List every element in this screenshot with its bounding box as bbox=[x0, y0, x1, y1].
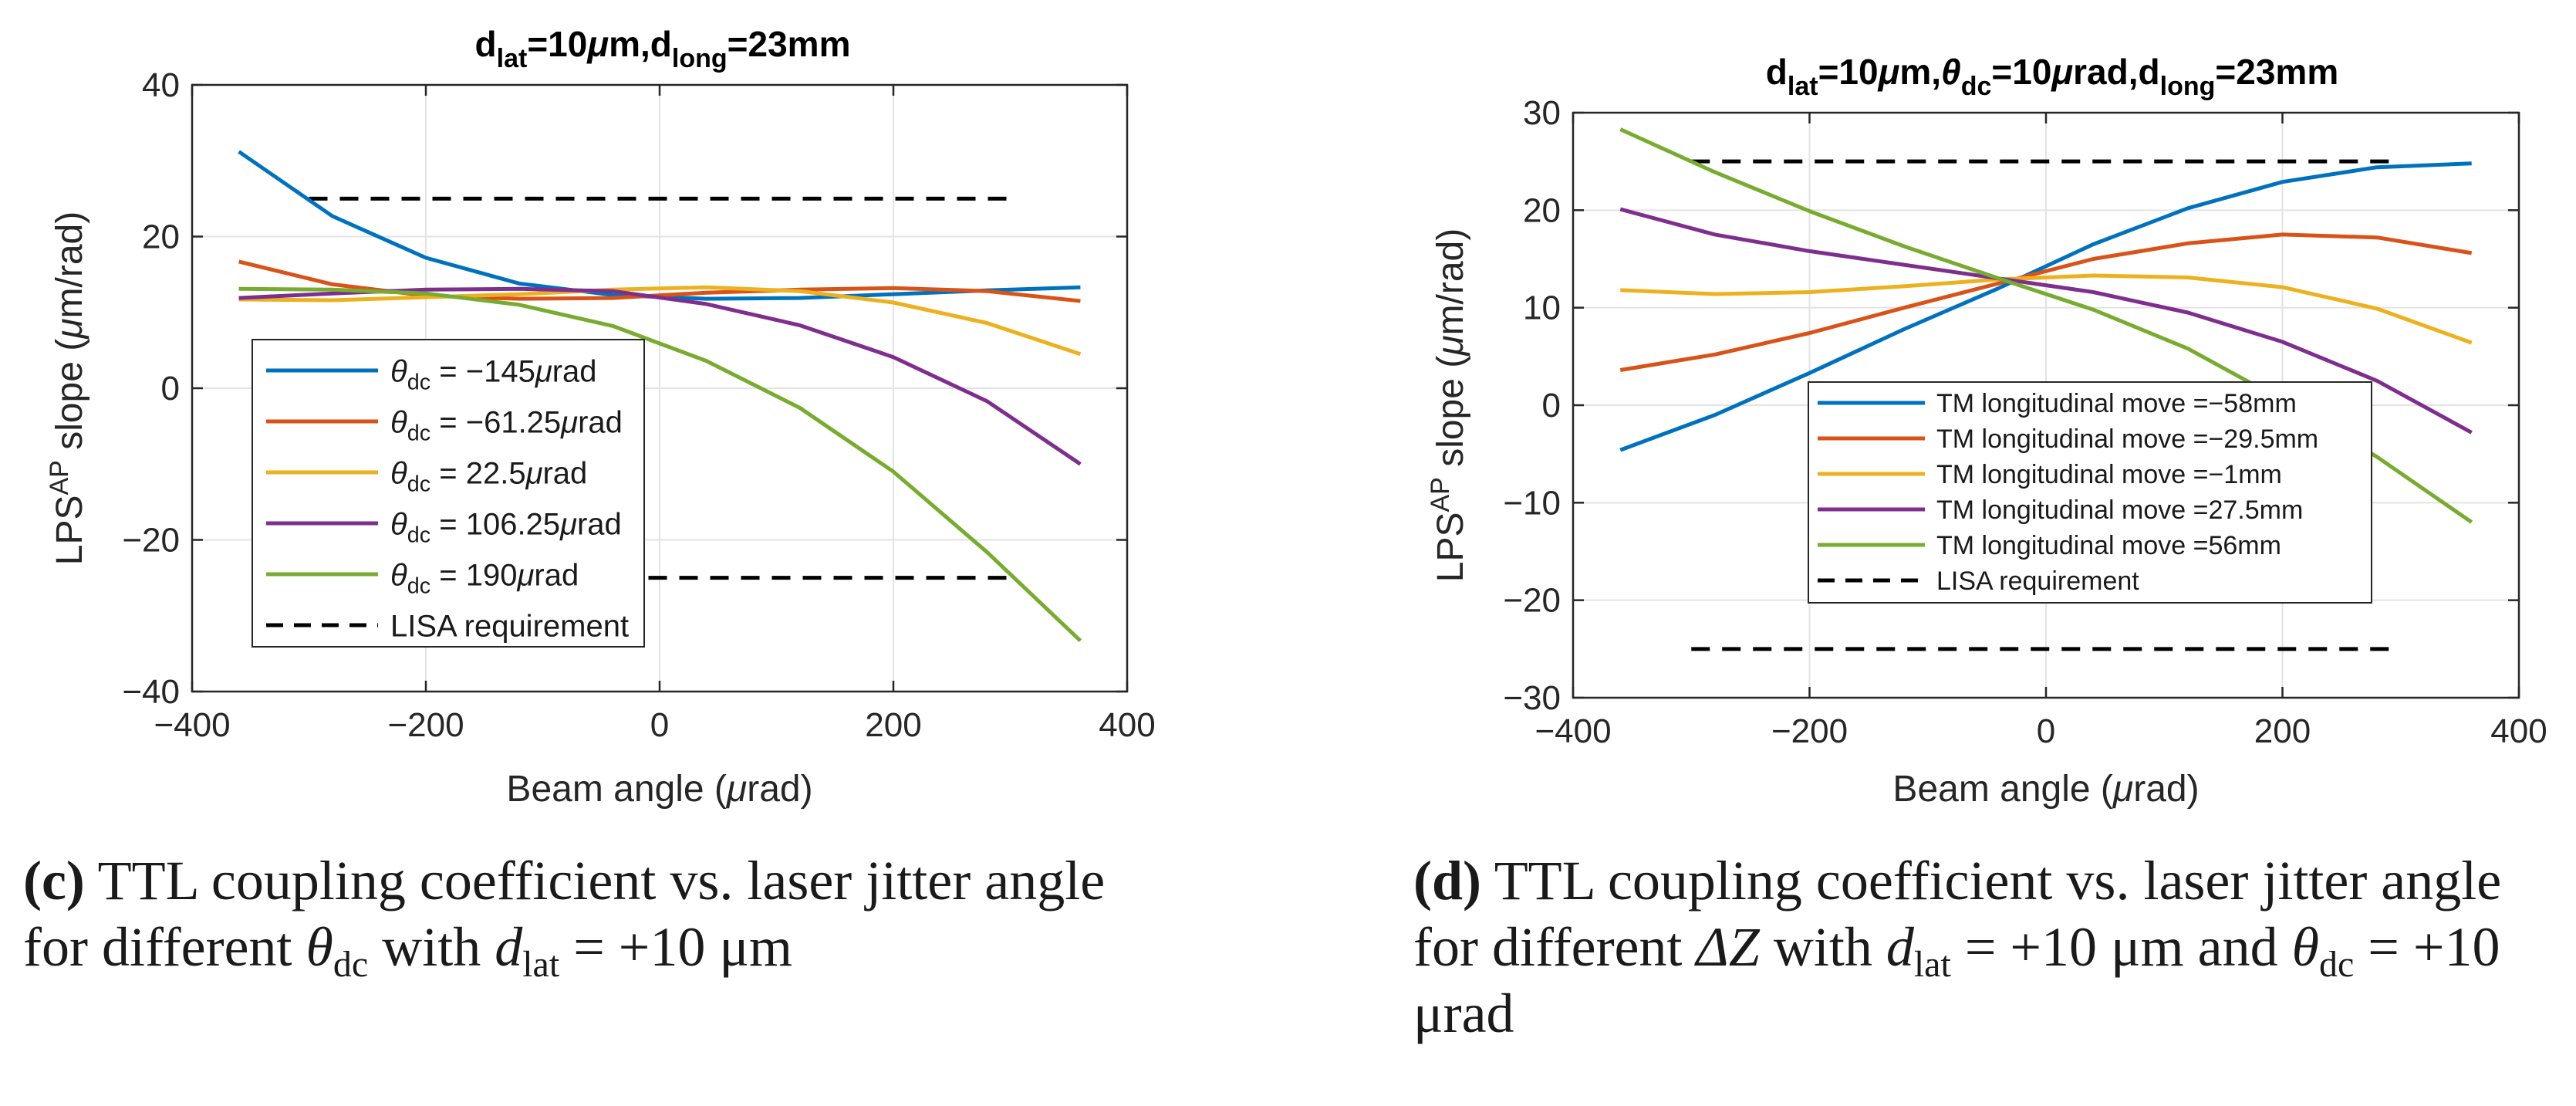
chart-c-x-tick-label-2: 0 bbox=[650, 706, 669, 744]
caption-c-theta: θ bbox=[306, 916, 333, 978]
chart-d-title: dlat=10μm,θdc=10μrad,dlong=23mm bbox=[1766, 52, 2338, 101]
caption-c-with: with bbox=[368, 916, 495, 978]
caption-c-value: = +10 μm bbox=[559, 916, 793, 978]
chart-c-requirement-lines bbox=[309, 196, 1011, 580]
chart-c-y-tick-label-1: −20 bbox=[122, 522, 180, 560]
chart-c-x-axis-label: Beam angle (μrad) bbox=[506, 769, 812, 810]
caption-c-label: (c) bbox=[23, 850, 85, 912]
chart-d-series-line-2 bbox=[1620, 273, 2473, 345]
caption-d-delta: ΔZ bbox=[1696, 916, 1760, 978]
chart-c-legend-label-1: θdc = −61.25μrad bbox=[390, 405, 623, 445]
caption-d-theta: θ bbox=[2291, 916, 2319, 978]
chart-d-x-tick-label-3: 200 bbox=[2254, 712, 2311, 750]
chart-d-y-tick-label-2: −10 bbox=[1503, 484, 1561, 522]
chart-c-legend-label-4: θdc = 190μrad bbox=[390, 558, 579, 598]
chart-d-y-tick-label-6: 30 bbox=[1523, 94, 1561, 132]
chart-d-x-axis-label: Beam angle (μrad) bbox=[1892, 769, 2199, 810]
chart-d-requirement-lines bbox=[1691, 159, 2401, 651]
chart-c-x-tick-label-1: −200 bbox=[387, 706, 464, 744]
chart-c-x-tick-label-0: −400 bbox=[154, 706, 230, 744]
chart-d-x-tick-label-2: 0 bbox=[2037, 712, 2055, 750]
chart-c-series-line-4 bbox=[238, 286, 1082, 643]
chart-d-legend-box bbox=[1808, 381, 2372, 604]
caption-d: (d) TTL coupling coefficient vs. laser j… bbox=[1413, 847, 2555, 1047]
caption-d-label: (d) bbox=[1413, 850, 1481, 912]
chart-c-legend-label-5: LISA requirement bbox=[390, 609, 629, 643]
chart-c-legend-box bbox=[252, 339, 645, 648]
chart-c-legend-label-2: θdc = 22.5μrad bbox=[390, 456, 587, 496]
chart-c-y-tick-label-4: 40 bbox=[142, 66, 180, 104]
chart-c-legend: θdc = −145μrad θdc = −61.25μrad θdc = 22.5… bbox=[252, 339, 645, 648]
chart-c-title: dlat=10μm,dlong=23mm bbox=[475, 24, 851, 73]
chart-d-y-tick-label-5: 20 bbox=[1523, 191, 1561, 229]
chart-d-legend-label-1: TM longitudinal move =−29.5mm bbox=[1936, 424, 2318, 454]
chart-c-y-tick-label-2: 0 bbox=[161, 370, 180, 408]
caption-c: (c) TTL coupling coefficient vs. laser j… bbox=[23, 847, 1165, 983]
caption-c-theta-sub: dc bbox=[333, 944, 369, 985]
chart-d-series-line-0 bbox=[1619, 161, 2472, 452]
chart-c: dlat=10μm,dlong=23mm −400 −200 0 200 400−40−… bbox=[45, 24, 1156, 810]
chart-d-y-axis-label: LPSAP slope (μm/rad) bbox=[1426, 228, 1471, 582]
chart-d-y-tick-label-4: 10 bbox=[1523, 289, 1561, 327]
caption-c-d: d bbox=[495, 916, 523, 978]
chart-d-legend-label-4: TM longitudinal move =56mm bbox=[1936, 531, 2281, 560]
chart-c-legend-label-0: θdc = −145μrad bbox=[390, 354, 597, 394]
caption-d-theta-value: = +10 μrad bbox=[1413, 916, 2500, 1044]
chart-d-x-tick-label-4: 400 bbox=[2490, 712, 2547, 750]
chart-d-series-line-3 bbox=[1619, 207, 2473, 435]
caption-d-d-sub: lat bbox=[1913, 944, 1951, 985]
chart-d-axis-ticks: −400 −200 0 200 400 −30 −20 −10 0 10 20 30 bbox=[1503, 94, 2547, 750]
caption-d-with: with bbox=[1759, 916, 1886, 978]
chart-c-y-axis-label: LPSAP slope (μm/rad) bbox=[45, 211, 90, 565]
caption-d-value: = +10 μm and bbox=[1950, 916, 2292, 978]
chart-c-y-tick-label-0: −40 bbox=[122, 673, 180, 711]
chart-c-series-lines bbox=[238, 150, 1082, 643]
caption-d-text: TTL coupling coefficient vs. laser jitte… bbox=[1413, 850, 2502, 978]
caption-c-text: TTL coupling coefficient vs. laser jitte… bbox=[23, 850, 1106, 978]
chart-c-legend-label-3: θdc = 106.25μrad bbox=[390, 507, 622, 547]
chart-d: dlat=10μm,θdc=10μrad,dlong=23mm −400 −200… bbox=[1426, 52, 2547, 810]
chart-c-x-tick-label-3: 200 bbox=[865, 706, 921, 744]
chart-d-x-tick-label-0: −400 bbox=[1534, 712, 1611, 750]
chart-d-legend-label-5: LISA requirement bbox=[1936, 567, 2139, 596]
caption-d-theta-sub: dc bbox=[2318, 944, 2355, 985]
chart-d-legend-label-3: TM longitudinal move =27.5mm bbox=[1936, 496, 2303, 525]
chart-d-legend: TM longitudinal move =−58mm TM longitudin… bbox=[1808, 381, 2372, 604]
caption-d-d: d bbox=[1886, 916, 1914, 978]
chart-c-y-tick-label-3: 20 bbox=[142, 218, 180, 256]
chart-d-y-tick-label-3: 0 bbox=[1542, 387, 1561, 424]
chart-d-legend-label-0: TM longitudinal move =−58mm bbox=[1936, 389, 2297, 418]
chart-d-y-tick-label-0: −30 bbox=[1503, 679, 1561, 717]
chart-c-x-tick-label-4: 400 bbox=[1099, 706, 1155, 744]
chart-d-series-line-1 bbox=[1619, 232, 2473, 372]
chart-d-y-tick-label-1: −20 bbox=[1503, 582, 1561, 620]
chart-d-x-tick-label-1: −200 bbox=[1771, 712, 1848, 750]
chart-c-series-line-2 bbox=[238, 285, 1082, 357]
chart-d-legend-label-2: TM longitudinal move =−1mm bbox=[1936, 460, 2282, 489]
caption-c-d-sub: lat bbox=[522, 944, 560, 985]
